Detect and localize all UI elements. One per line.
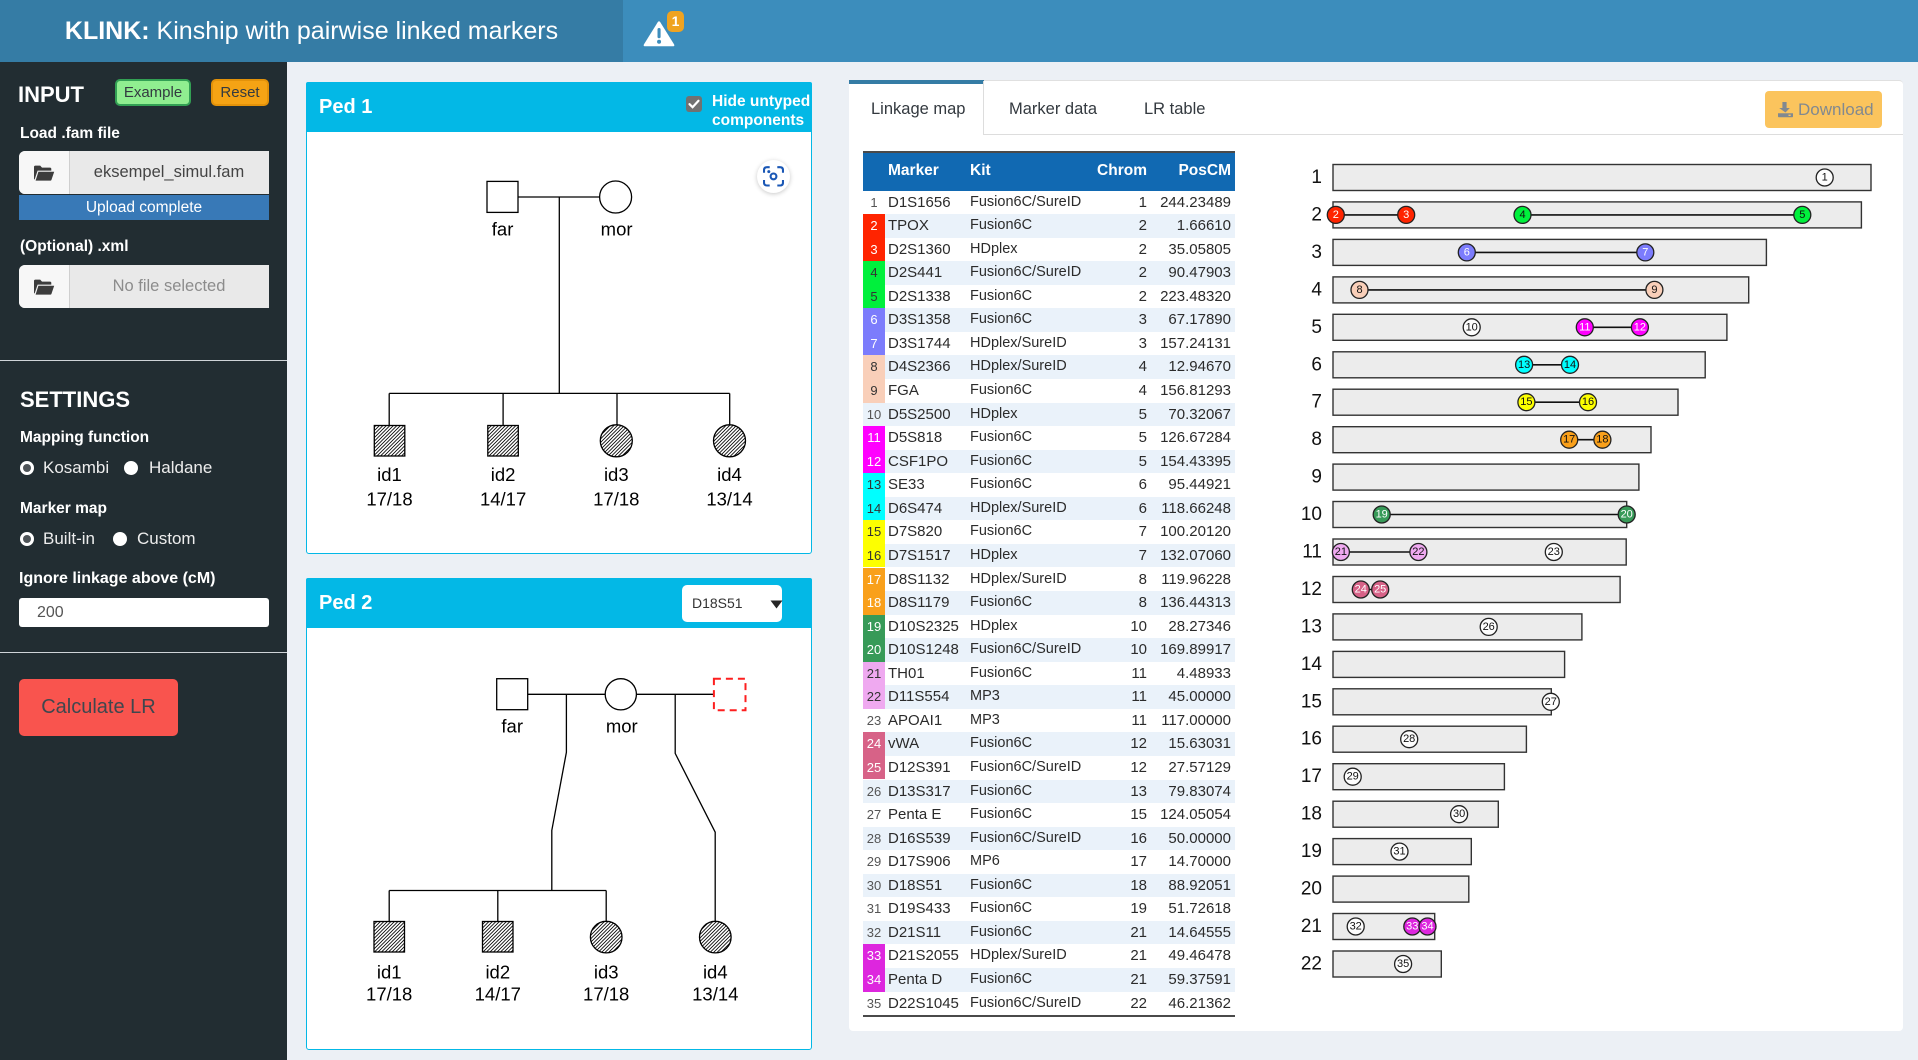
svg-text:1: 1 [1822,172,1828,184]
svg-text:23: 23 [1548,546,1560,558]
svg-text:3: 3 [1311,242,1322,263]
svg-text:17: 17 [1563,434,1575,446]
svg-text:11: 11 [1579,321,1590,333]
svg-text:21: 21 [1335,546,1347,558]
svg-text:9: 9 [1311,467,1322,488]
svg-text:id1: id1 [377,962,402,983]
svg-text:10: 10 [1466,321,1478,333]
svg-text:14: 14 [1301,654,1323,675]
svg-text:4: 4 [1519,209,1525,221]
svg-text:9: 9 [1651,284,1657,296]
svg-text:6: 6 [1311,354,1322,375]
svg-text:far: far [492,219,514,240]
svg-text:22: 22 [1412,546,1424,558]
svg-text:8: 8 [1311,429,1322,450]
svg-text:30: 30 [1453,808,1465,820]
svg-text:5: 5 [1799,209,1805,221]
svg-text:id3: id3 [594,962,619,983]
svg-text:18: 18 [1301,804,1322,825]
svg-text:13/14: 13/14 [692,984,738,1005]
svg-text:2: 2 [1311,204,1322,225]
svg-text:17/18: 17/18 [366,489,412,510]
svg-text:id4: id4 [703,962,728,983]
svg-text:3: 3 [1403,209,1409,221]
svg-text:19: 19 [1376,509,1388,521]
svg-text:25: 25 [1374,584,1386,596]
svg-text:8: 8 [1356,284,1362,296]
svg-text:27: 27 [1545,696,1557,708]
svg-text:id2: id2 [491,464,516,485]
svg-text:17/18: 17/18 [583,984,629,1005]
svg-text:mor: mor [606,716,638,737]
svg-text:14/17: 14/17 [480,489,526,510]
svg-text:14: 14 [1564,359,1576,371]
svg-text:15: 15 [1301,691,1322,712]
svg-text:1: 1 [1311,167,1322,188]
svg-text:id4: id4 [717,464,742,485]
svg-text:10: 10 [1301,504,1322,525]
svg-text:16: 16 [1582,396,1594,408]
svg-text:far: far [501,716,523,737]
svg-text:13: 13 [1518,359,1530,371]
svg-text:28: 28 [1403,733,1415,745]
svg-text:34: 34 [1421,921,1433,933]
svg-text:35: 35 [1397,958,1409,970]
svg-text:11: 11 [1302,542,1322,563]
svg-text:33: 33 [1406,921,1418,933]
svg-text:20: 20 [1621,509,1633,521]
svg-text:19: 19 [1301,841,1322,862]
svg-text:id3: id3 [604,464,629,485]
svg-text:13: 13 [1301,616,1322,637]
svg-text:17/18: 17/18 [593,489,639,510]
svg-text:26: 26 [1483,621,1495,633]
svg-text:12: 12 [1301,579,1322,600]
svg-text:18: 18 [1596,434,1608,446]
svg-text:16: 16 [1301,729,1322,750]
svg-text:32: 32 [1350,921,1362,933]
svg-text:13/14: 13/14 [706,489,752,510]
svg-text:21: 21 [1301,916,1322,937]
svg-text:14/17: 14/17 [475,984,521,1005]
svg-text:17: 17 [1301,766,1322,787]
svg-text:22: 22 [1301,954,1322,975]
svg-text:17/18: 17/18 [366,984,412,1005]
svg-text:2: 2 [1333,209,1339,221]
svg-text:29: 29 [1347,771,1359,783]
svg-text:7: 7 [1311,392,1322,413]
svg-text:7: 7 [1642,246,1648,258]
svg-text:id1: id1 [377,464,402,485]
svg-text:5: 5 [1311,317,1322,338]
svg-text:24: 24 [1355,584,1367,596]
svg-text:4: 4 [1311,279,1322,300]
svg-text:15: 15 [1520,396,1532,408]
svg-text:20: 20 [1301,879,1322,900]
svg-text:31: 31 [1393,846,1405,858]
svg-text:6: 6 [1464,246,1470,258]
svg-text:id2: id2 [485,962,510,983]
svg-text:mor: mor [601,219,633,240]
svg-text:12: 12 [1634,321,1646,333]
